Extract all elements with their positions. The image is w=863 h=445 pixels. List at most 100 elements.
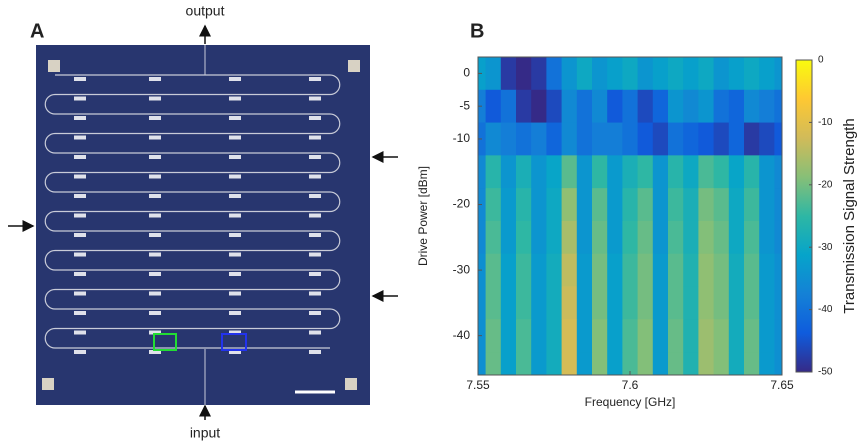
resonator xyxy=(149,291,161,296)
resonator xyxy=(149,272,161,276)
colorbar-tick-label: -50 xyxy=(818,367,833,378)
heatmap-cell xyxy=(683,57,699,91)
heatmap-cell xyxy=(652,253,669,287)
heatmap-cell xyxy=(592,57,608,91)
heatmap-cell xyxy=(531,188,547,222)
y-tick-label: -40 xyxy=(453,328,471,342)
waveguide-bend xyxy=(44,249,56,271)
heatmap-cell xyxy=(500,220,517,255)
resonator xyxy=(229,155,241,159)
colorbar-tick-label: 0 xyxy=(818,55,824,66)
heatmap-cell xyxy=(592,89,608,124)
heatmap-cell xyxy=(576,155,593,189)
resonator xyxy=(74,330,86,335)
resonator xyxy=(74,96,86,101)
heatmap-cell xyxy=(546,89,563,124)
heatmap-cell xyxy=(516,57,532,91)
heatmap-cell xyxy=(774,188,782,222)
heatmap-cell xyxy=(576,188,593,222)
waveguide-bend xyxy=(44,210,56,232)
heatmap-cell xyxy=(478,352,487,375)
heatmap-cell xyxy=(592,188,608,222)
heatmap-cell xyxy=(668,319,684,353)
heatmap-cell xyxy=(713,253,730,287)
heatmap-cell xyxy=(500,57,517,91)
heatmap-cell xyxy=(759,188,775,222)
heatmap-cell xyxy=(774,319,782,353)
heatmap-cell xyxy=(478,155,487,189)
heatmap-cell xyxy=(561,57,578,91)
heatmap-cell xyxy=(592,220,608,255)
waveguide-bend xyxy=(44,132,56,154)
heatmap-cell xyxy=(546,286,563,320)
heatmap-cell xyxy=(698,57,715,91)
heatmap-cell xyxy=(728,155,745,189)
heatmap-cell xyxy=(668,253,684,287)
panel-label: A xyxy=(30,20,44,42)
heatmap-cell xyxy=(774,122,782,156)
heatmap-cell xyxy=(516,188,532,222)
resonator xyxy=(149,77,161,81)
heatmap-cell xyxy=(683,286,699,320)
heatmap-cell xyxy=(637,253,654,287)
heatmap-cell xyxy=(500,253,517,287)
heatmap-cell xyxy=(683,89,699,124)
resonator xyxy=(149,135,161,140)
heatmap-cell xyxy=(774,89,782,124)
heatmap-cell xyxy=(728,286,745,320)
resonator xyxy=(309,96,321,101)
x-axis-label: Frequency [GHz] xyxy=(585,395,676,409)
heatmap-cell xyxy=(774,352,782,375)
heatmap-cell xyxy=(652,122,669,156)
heatmap-cell xyxy=(637,122,654,156)
resonator xyxy=(229,233,241,237)
heatmap-cell xyxy=(622,220,639,255)
heatmap-cell xyxy=(683,253,699,287)
heatmap-cell xyxy=(485,319,502,353)
highlight-box xyxy=(221,333,247,351)
pad xyxy=(345,378,357,390)
heatmap-cell xyxy=(516,155,532,189)
heatmap-cell xyxy=(652,286,669,320)
resonator xyxy=(229,96,241,101)
highlight-box xyxy=(153,333,177,351)
heatmap-cell xyxy=(607,253,623,287)
heatmap-cell xyxy=(500,188,517,222)
x-tick-label: 7.6 xyxy=(622,378,639,392)
heatmap-cell xyxy=(637,155,654,189)
pad xyxy=(348,60,360,72)
colorbar xyxy=(795,59,813,373)
heatmap-cell xyxy=(637,220,654,255)
y-tick-label: -30 xyxy=(453,262,471,276)
resonator xyxy=(229,174,241,179)
heatmap-cell xyxy=(774,253,782,287)
heatmap-cell xyxy=(546,253,563,287)
heatmap-cell xyxy=(668,220,684,255)
waveguide-bend xyxy=(329,308,341,330)
heatmap-cell xyxy=(546,57,563,91)
heatmap-cell xyxy=(622,188,639,222)
heatmap-cell xyxy=(485,188,502,222)
heatmap xyxy=(478,57,782,375)
heatmap-cell xyxy=(607,57,623,91)
heatmap-cell xyxy=(713,286,730,320)
resonator xyxy=(149,116,161,120)
heatmap-cell xyxy=(728,57,745,91)
heatmap-cell xyxy=(516,122,532,156)
resonator xyxy=(309,213,321,218)
heatmap-cell xyxy=(713,57,730,91)
heatmap-cell xyxy=(516,220,532,255)
heatmap-cell xyxy=(576,319,593,353)
heatmap-cell xyxy=(576,286,593,320)
heatmap-cell xyxy=(607,352,623,375)
heatmap-cell xyxy=(728,89,745,124)
output-label: output xyxy=(186,3,225,19)
heatmap-cell xyxy=(744,352,760,375)
heatmap-cell xyxy=(774,286,782,320)
heatmap-cell xyxy=(500,155,517,189)
heatmap-cell xyxy=(698,89,715,124)
resonator xyxy=(229,116,241,120)
colorbar-tick-label: -30 xyxy=(818,242,833,253)
waveguide-bend xyxy=(44,288,56,310)
